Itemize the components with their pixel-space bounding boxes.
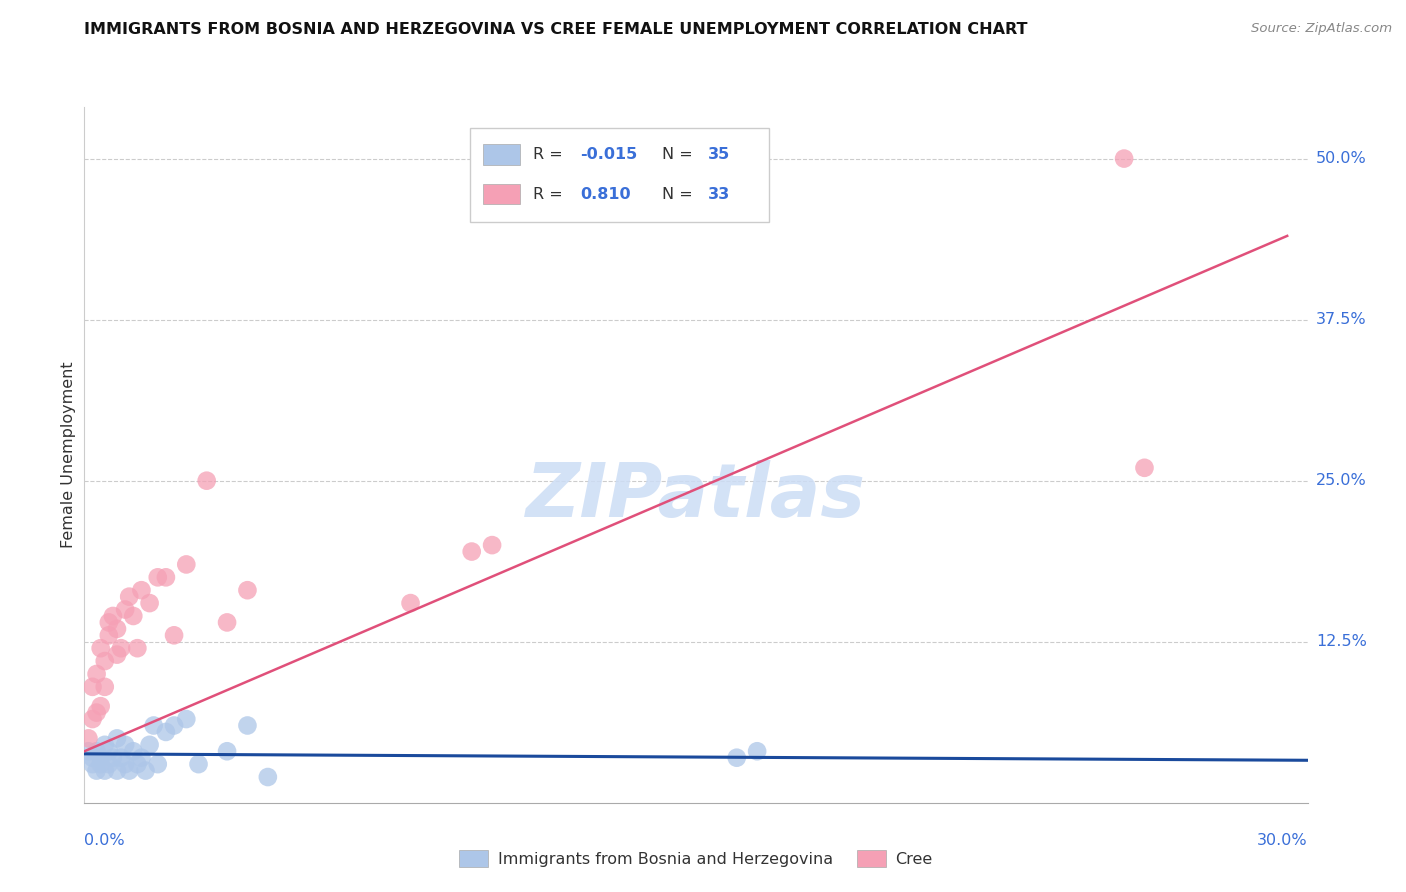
Text: 33: 33 [709,186,731,202]
Point [110,641,132,656]
Point [135,764,157,778]
Text: 0.0%: 0.0% [84,833,125,848]
Point [163,718,186,732]
FancyBboxPatch shape [484,144,520,165]
Point [82,750,104,764]
Text: ZIPatlas: ZIPatlas [526,460,866,533]
Point [90,750,112,764]
Point [146,570,169,584]
Point [105,648,128,662]
Point [146,757,169,772]
Point [86,764,108,778]
Point [82,712,104,726]
Point [155,725,177,739]
Point [77,731,100,746]
Point [86,667,108,681]
Point [174,712,197,726]
Point [131,750,153,764]
Legend: Immigrants from Bosnia and Herzegovina, Cree: Immigrants from Bosnia and Herzegovina, … [451,842,941,875]
Point [93,654,115,668]
Point [105,764,128,778]
Point [118,764,141,778]
Point [1133,460,1156,475]
Point [399,596,422,610]
Point [82,680,104,694]
Point [93,764,115,778]
Text: 37.5%: 37.5% [1316,312,1367,327]
Point [131,583,153,598]
Point [1114,152,1136,166]
Point [114,757,136,772]
Point [122,744,145,758]
Text: IMMIGRANTS FROM BOSNIA AND HERZEGOVINA VS CREE FEMALE UNEMPLOYMENT CORRELATION C: IMMIGRANTS FROM BOSNIA AND HERZEGOVINA V… [84,22,1028,37]
Point [97,744,120,758]
Point [187,757,209,772]
Point [138,738,160,752]
Point [97,757,120,772]
Point [110,750,132,764]
Text: 12.5%: 12.5% [1316,634,1367,649]
Point [77,744,100,758]
Point [82,757,104,772]
Point [86,706,108,720]
Point [155,570,177,584]
Point [174,558,197,572]
Point [114,602,136,616]
Text: 35: 35 [709,147,731,161]
Text: 0.810: 0.810 [579,186,630,202]
Point [101,750,124,764]
Point [86,744,108,758]
Text: N =: N = [662,147,697,161]
Point [257,770,280,784]
Point [236,583,259,598]
Point [105,731,128,746]
Text: -0.015: -0.015 [579,147,637,161]
Point [122,609,145,624]
Point [163,628,186,642]
Point [747,744,769,758]
Text: 50.0%: 50.0% [1316,151,1367,166]
Point [101,609,124,624]
Point [217,615,239,630]
Text: R =: R = [533,147,568,161]
Point [195,474,218,488]
Point [90,641,112,656]
Point [97,615,120,630]
Point [93,680,115,694]
Point [97,628,120,642]
Point [725,750,748,764]
Point [118,590,141,604]
Point [127,757,149,772]
Point [138,596,160,610]
FancyBboxPatch shape [484,184,520,204]
Point [461,544,484,558]
Point [704,808,728,822]
Point [114,738,136,752]
Point [90,757,112,772]
Text: Source: ZipAtlas.com: Source: ZipAtlas.com [1251,22,1392,36]
Point [142,718,165,732]
Text: R =: R = [533,186,568,202]
Point [105,622,128,636]
Point [93,738,115,752]
Point [481,538,503,552]
Point [127,641,149,656]
Text: 30.0%: 30.0% [1257,833,1308,848]
Point [90,699,112,714]
FancyBboxPatch shape [470,128,769,222]
Text: N =: N = [662,186,697,202]
Point [236,718,259,732]
Point [217,744,239,758]
Text: 25.0%: 25.0% [1316,473,1367,488]
Y-axis label: Female Unemployment: Female Unemployment [60,361,76,549]
